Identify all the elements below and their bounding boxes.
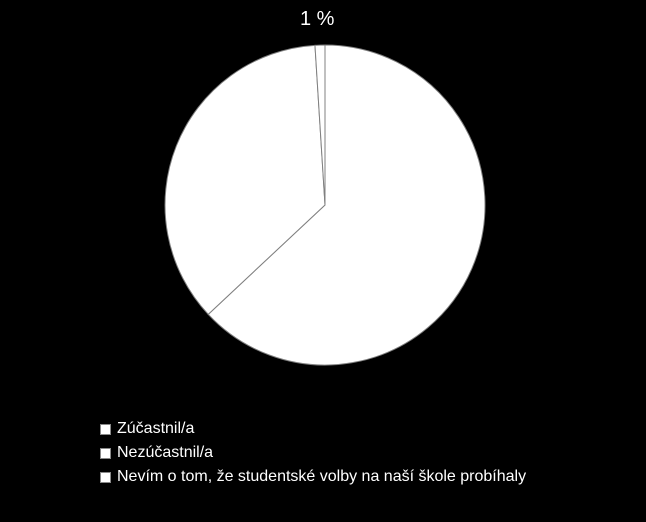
legend-marker [100,448,111,459]
pie-chart-container: 1 % Zúčastnil/a Nezúčastnil/a Nevím o to… [0,0,646,522]
legend-item: Zúčastnil/a [100,420,526,438]
legend-item: Nezúčastnil/a [100,444,526,462]
legend-label: Zúčastnil/a [117,420,194,438]
legend: Zúčastnil/a Nezúčastnil/a Nevím o tom, ž… [100,420,526,486]
legend-label: Nezúčastnil/a [117,444,213,462]
legend-marker [100,472,111,483]
pie-svg [160,40,490,370]
pie-chart [160,40,490,370]
legend-item: Nevím o tom, že studentské volby na naší… [100,468,526,486]
legend-marker [100,424,111,435]
legend-label: Nevím o tom, že studentské volby na naší… [117,468,526,486]
slice-callout-label: 1 % [300,8,334,31]
